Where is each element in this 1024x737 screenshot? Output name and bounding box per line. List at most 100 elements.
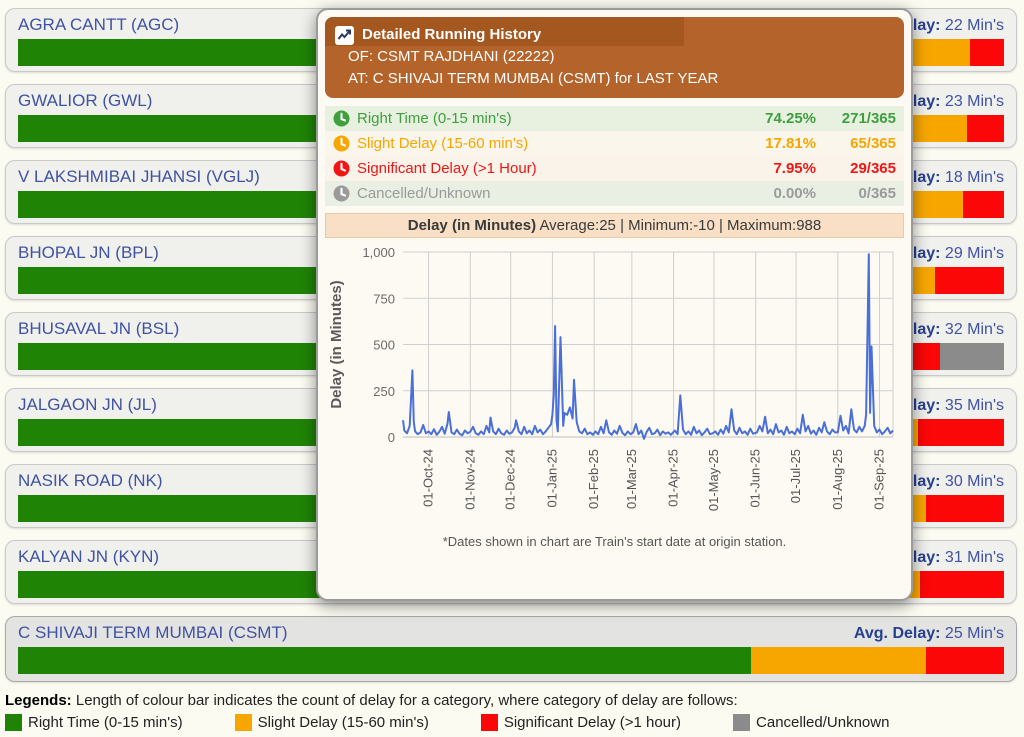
chart-title-bold: Delay (in Minutes) xyxy=(407,217,537,234)
legend-color-swatch xyxy=(480,714,498,731)
legend-items: Right Time (0-15 min's) Slight Delay (15… xyxy=(5,714,1019,731)
svg-text:Delay (in Minutes): Delay (in Minutes) xyxy=(328,280,345,408)
avg-delay-value: 22 Min's xyxy=(944,17,1004,34)
station-name[interactable]: BHUSAVAL JN (BSL) xyxy=(18,319,180,338)
station-name[interactable]: C SHIVAJI TERM MUMBAI (CSMT) xyxy=(18,623,288,642)
station-name[interactable]: JALGAON JN (JL) xyxy=(18,395,157,414)
stat-row: Significant Delay (>1 Hour) 7.95% 29/365 xyxy=(325,156,904,181)
station-card[interactable]: C SHIVAJI TERM MUMBAI (CSMT) Avg. Delay:… xyxy=(5,616,1017,682)
legend-item: Cancelled/Unknown xyxy=(733,714,889,731)
stat-label: Slight Delay (15-60 min's) xyxy=(357,135,529,152)
avg-delay-value: 23 Min's xyxy=(944,93,1004,110)
station-name[interactable]: NASIK ROAD (NK) xyxy=(18,471,163,490)
modal-station-line: AT: C SHIVAJI TERM MUMBAI (CSMT) for LAS… xyxy=(348,70,719,87)
stat-label: Significant Delay (>1 Hour) xyxy=(357,160,537,177)
chart-line-icon xyxy=(335,25,354,45)
svg-text:01-Oct-24: 01-Oct-24 xyxy=(421,449,436,507)
legend-item-label: Significant Delay (>1 hour) xyxy=(503,714,682,731)
svg-text:01-Jul-25: 01-Jul-25 xyxy=(788,449,803,503)
avg-delay-label: Avg. Delay: xyxy=(853,625,941,642)
stat-percentage: 17.81% xyxy=(765,135,816,152)
stat-count: 0/365 xyxy=(858,185,896,202)
stat-label: Cancelled/Unknown xyxy=(357,185,491,202)
svg-text:01-Apr-25: 01-Apr-25 xyxy=(666,449,681,507)
legend-item: Significant Delay (>1 hour) xyxy=(480,714,682,731)
clock-icon xyxy=(333,110,350,127)
modal-title-row: Detailed Running History xyxy=(335,24,894,46)
stat-row: Slight Delay (15-60 min's) 17.81% 65/365 xyxy=(325,131,904,156)
delay-bar-red-segment xyxy=(918,419,1004,446)
avg-delay-value: 18 Min's xyxy=(944,169,1004,186)
station-name[interactable]: V LAKSHMIBAI JHANSI (VGLJ) xyxy=(18,167,260,186)
chart-title-summary: Average:25 | Minimum:-10 | Maximum:988 xyxy=(536,217,822,234)
delay-bar-red-segment xyxy=(962,191,1004,218)
clock-icon xyxy=(333,185,350,202)
delay-bar-red-segment xyxy=(926,647,1004,674)
delay-bar-red-segment xyxy=(934,267,1004,294)
legend-color-swatch xyxy=(5,714,22,731)
modal-header-title-strip xyxy=(325,17,684,46)
svg-text:01-Sep-25: 01-Sep-25 xyxy=(872,449,887,510)
svg-text:01-Feb-25: 01-Feb-25 xyxy=(586,449,601,509)
legend-description: Length of colour bar indicates the count… xyxy=(71,692,738,709)
delay-bar-red-segment xyxy=(926,495,1004,522)
legend-title-word: Legends: xyxy=(5,692,72,709)
stat-count: 29/365 xyxy=(850,160,896,177)
svg-text:01-May-25: 01-May-25 xyxy=(706,449,721,511)
delay-bar-green-segment xyxy=(18,647,751,674)
avg-delay-value: 31 Min's xyxy=(944,549,1004,566)
svg-text:01-Mar-25: 01-Mar-25 xyxy=(624,449,639,509)
avg-delay-value: 25 Min's xyxy=(944,625,1004,642)
avg-delay-value: 30 Min's xyxy=(944,473,1004,490)
modal-train-line: OF: CSMT RAJDHANI (22222) xyxy=(348,48,555,65)
svg-text:1,000: 1,000 xyxy=(362,245,395,260)
svg-text:01-Aug-25: 01-Aug-25 xyxy=(830,449,845,510)
modal-title: Detailed Running History xyxy=(362,26,542,43)
running-history-modal: Detailed Running History OF: CSMT RAJDHA… xyxy=(316,8,913,601)
legend-item-label: Right Time (0-15 min's) xyxy=(28,714,183,731)
svg-text:01-Jun-25: 01-Jun-25 xyxy=(748,449,763,508)
station-card-header: C SHIVAJI TERM MUMBAI (CSMT) Avg. Delay:… xyxy=(6,617,1016,646)
svg-text:0: 0 xyxy=(388,430,395,445)
avg-delay: Avg. Delay: 25 Min's xyxy=(854,625,1004,643)
legend-item: Slight Delay (15-60 min's) xyxy=(234,714,429,731)
station-name[interactable]: BHOPAL JN (BPL) xyxy=(18,243,159,262)
avg-delay-value: 32 Min's xyxy=(944,321,1004,338)
svg-text:250: 250 xyxy=(373,384,395,399)
delay-stats-table: Right Time (0-15 min's) 74.25% 271/365 S… xyxy=(325,106,904,206)
delay-bar-orange-segment xyxy=(750,647,927,674)
station-name[interactable]: KALYAN JN (KYN) xyxy=(18,547,160,566)
station-name[interactable]: GWALIOR (GWL) xyxy=(18,91,153,110)
svg-text:01-Jan-25: 01-Jan-25 xyxy=(544,449,559,508)
stat-count: 65/365 xyxy=(850,135,896,152)
legend-color-swatch xyxy=(733,714,751,731)
stat-percentage: 0.00% xyxy=(773,185,816,202)
avg-delay-value: 29 Min's xyxy=(944,245,1004,262)
delay-bar-red-segment xyxy=(970,39,1004,66)
delay-bar-red-segment xyxy=(920,571,1004,598)
chart-footnote: *Dates shown in chart are Train's start … xyxy=(442,534,787,549)
legend-block: Legends: Length of colour bar indicates … xyxy=(5,692,1019,731)
chart-title-bar: Delay (in Minutes) Average:25 | Minimum:… xyxy=(325,213,904,238)
avg-delay-value: 35 Min's xyxy=(944,397,1004,414)
svg-text:500: 500 xyxy=(373,338,395,353)
delay-bar-gray-segment xyxy=(939,343,1004,370)
legend-item-label: Cancelled/Unknown xyxy=(756,714,890,731)
delay-bar xyxy=(18,647,1004,674)
stat-percentage: 74.25% xyxy=(765,110,816,127)
legend-color-swatch xyxy=(234,714,252,731)
svg-text:01-Nov-24: 01-Nov-24 xyxy=(462,449,477,510)
delay-chart-svg[interactable]: 0 250 500 750 1,000 01-Oct-24 01-Nov-24 01-Dec-… xyxy=(325,240,906,540)
svg-text:01-Dec-24: 01-Dec-24 xyxy=(503,449,518,510)
stat-row: Cancelled/Unknown 0.00% 0/365 xyxy=(325,181,904,206)
stat-percentage: 7.95% xyxy=(773,160,816,177)
delay-chart[interactable]: 0 250 500 750 1,000 01-Oct-24 01-Nov-24 01-Dec-… xyxy=(325,240,904,540)
delay-bar-red-segment xyxy=(966,115,1004,142)
stat-label: Right Time (0-15 min's) xyxy=(357,110,512,127)
legend-title: Legends: Length of colour bar indicates … xyxy=(5,692,1019,709)
legend-item-label: Slight Delay (15-60 min's) xyxy=(257,714,429,731)
legend-item: Right Time (0-15 min's) xyxy=(5,714,183,731)
clock-icon xyxy=(333,160,350,177)
svg-text:750: 750 xyxy=(373,291,395,306)
station-name[interactable]: AGRA CANTT (AGC) xyxy=(18,15,180,34)
